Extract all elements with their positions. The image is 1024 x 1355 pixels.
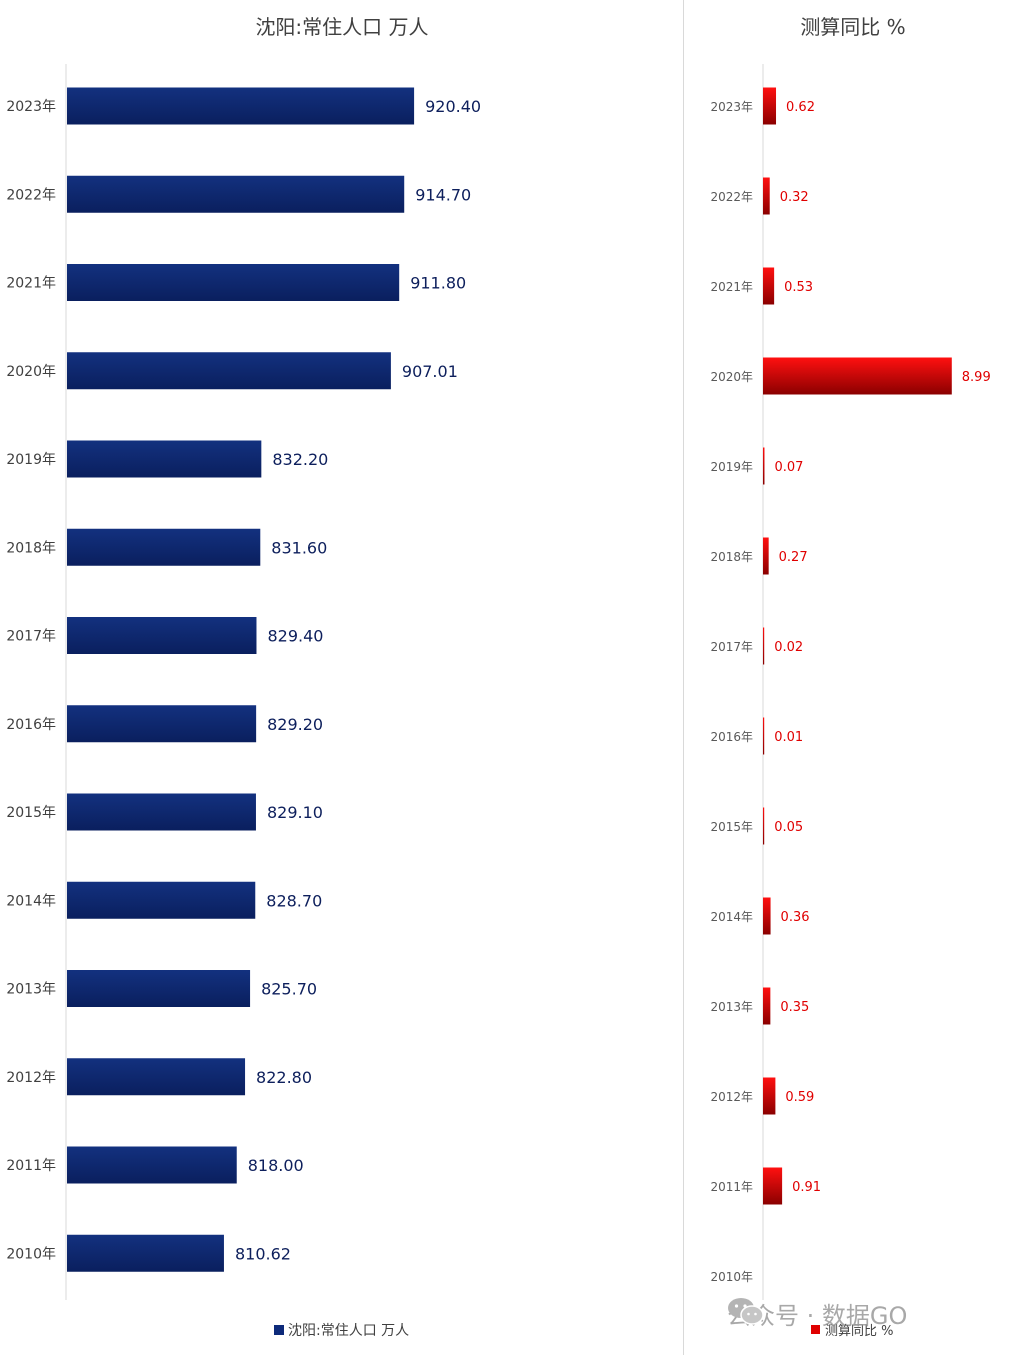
population-tick-label-2016: 2016年 bbox=[6, 717, 56, 733]
population-bar-2023 bbox=[67, 87, 415, 125]
yoy-tick-label-2019: 2019年 bbox=[710, 460, 753, 474]
population-data-label-2010: 810.62 bbox=[235, 1244, 291, 1263]
population-tick-label-2018: 2018年 bbox=[6, 540, 56, 556]
yoy-tick-label-2016: 2016年 bbox=[710, 730, 753, 744]
population-bar-2016 bbox=[67, 705, 257, 743]
population-bar-2014 bbox=[67, 881, 256, 919]
population-bar-2022 bbox=[67, 175, 405, 213]
yoy-bar-2018 bbox=[763, 537, 769, 575]
yoy-bar-2019 bbox=[763, 447, 765, 485]
population-tick-label-2014: 2014年 bbox=[6, 893, 56, 909]
yoy-tick-label-2017: 2017年 bbox=[710, 640, 753, 654]
watermark: 公众号 · 数据GO bbox=[727, 1296, 907, 1330]
yoy-tick-label-2010: 2010年 bbox=[710, 1270, 753, 1284]
population-bar-2019 bbox=[67, 440, 262, 478]
yoy-bar-2020 bbox=[763, 357, 952, 395]
population-data-label-2023: 920.40 bbox=[425, 97, 481, 116]
population-tick-label-2019: 2019年 bbox=[6, 452, 56, 468]
yoy-bar-2023 bbox=[763, 87, 777, 125]
population-bar-2010 bbox=[67, 1234, 224, 1272]
population-legend: 沈阳:常住人口 万人 bbox=[274, 1323, 409, 1339]
wechat-icon bbox=[728, 1298, 764, 1325]
population-bar-2021 bbox=[67, 264, 400, 301]
yoy-tick-label-2018: 2018年 bbox=[710, 550, 753, 564]
population-chart-panel: 沈阳:常住人口 万人 2023年 920.40 2022年 914.70 2021年 91… bbox=[6, 0, 684, 1355]
population-bars: 2023年 920.40 2022年 914.70 2021年 911.80 2020年 90… bbox=[6, 87, 481, 1272]
population-tick-label-2021: 2021年 bbox=[6, 276, 56, 292]
yoy-data-label-2014: 0.36 bbox=[781, 910, 810, 925]
yoy-tick-label-2015: 2015年 bbox=[710, 820, 753, 834]
yoy-bar-2013 bbox=[763, 987, 771, 1025]
yoy-tick-label-2013: 2013年 bbox=[710, 1000, 753, 1014]
yoy-data-label-2016: 0.01 bbox=[774, 730, 803, 745]
population-tick-label-2022: 2022年 bbox=[6, 187, 56, 203]
population-data-label-2020: 907.01 bbox=[402, 362, 458, 381]
yoy-bar-2011 bbox=[763, 1167, 783, 1205]
population-bar-2015 bbox=[67, 793, 256, 831]
yoy-bar-2021 bbox=[763, 267, 775, 305]
yoy-data-label-2011: 0.91 bbox=[792, 1180, 821, 1195]
population-bar-2011 bbox=[67, 1146, 237, 1184]
yoy-chart-title: 测算同比 % bbox=[800, 15, 905, 39]
yoy-legend: 测算同比 % bbox=[811, 1324, 894, 1339]
yoy-data-label-2013: 0.35 bbox=[780, 1000, 809, 1015]
population-bar-chart: 沈阳:常住人口 万人 2023年 920.40 2022年 914.70 2021年 91… bbox=[6, 15, 481, 1339]
yoy-bar-2017 bbox=[763, 627, 765, 665]
population-data-label-2018: 831.60 bbox=[271, 538, 327, 557]
yoy-bars: 2023年 0.62 2022年 0.32 2021年 0.53 2020年 8.99 2019… bbox=[710, 87, 991, 1284]
yoy-tick-label-2020: 2020年 bbox=[710, 370, 753, 384]
yoy-bar-2012 bbox=[763, 1077, 776, 1115]
population-data-label-2017: 829.40 bbox=[267, 627, 323, 646]
yoy-data-label-2021: 0.53 bbox=[784, 280, 813, 295]
yoy-tick-label-2023: 2023年 bbox=[710, 100, 753, 114]
yoy-data-label-2017: 0.02 bbox=[774, 640, 803, 655]
population-bar-2018 bbox=[67, 528, 261, 566]
population-bar-2017 bbox=[67, 617, 257, 654]
population-tick-label-2011: 2011年 bbox=[6, 1158, 56, 1174]
population-chart-title: 沈阳:常住人口 万人 bbox=[255, 15, 428, 39]
yoy-bar-2014 bbox=[763, 897, 771, 935]
population-data-label-2016: 829.20 bbox=[267, 715, 323, 734]
yoy-tick-label-2011: 2011年 bbox=[710, 1180, 753, 1194]
population-tick-label-2023: 2023年 bbox=[6, 99, 56, 115]
yoy-data-label-2023: 0.62 bbox=[786, 100, 815, 115]
population-tick-label-2020: 2020年 bbox=[6, 364, 56, 380]
yoy-data-label-2022: 0.32 bbox=[780, 190, 809, 205]
yoy-legend-label: 测算同比 % bbox=[825, 1324, 894, 1339]
yoy-data-label-2019: 0.07 bbox=[774, 460, 803, 475]
yoy-chart-panel: 测算同比 % 2023年 0.62 2022年 0.32 2021年 0.53 2020年 8… bbox=[685, 0, 1024, 1355]
population-tick-label-2010: 2010年 bbox=[6, 1246, 56, 1262]
yoy-bar-2016 bbox=[763, 717, 765, 755]
population-data-label-2011: 818.00 bbox=[248, 1156, 304, 1175]
population-bar-2012 bbox=[67, 1058, 246, 1096]
population-tick-label-2015: 2015年 bbox=[6, 805, 56, 821]
population-bar-2020 bbox=[67, 352, 391, 390]
population-tick-label-2012: 2012年 bbox=[6, 1070, 56, 1086]
yoy-data-label-2015: 0.05 bbox=[774, 820, 803, 835]
yoy-legend-swatch bbox=[811, 1325, 820, 1334]
population-legend-label: 沈阳:常住人口 万人 bbox=[288, 1323, 409, 1339]
population-legend-swatch bbox=[274, 1325, 284, 1335]
yoy-data-label-2018: 0.27 bbox=[779, 550, 808, 565]
population-data-label-2014: 828.70 bbox=[266, 891, 322, 910]
population-data-label-2015: 829.10 bbox=[267, 803, 323, 822]
population-data-label-2022: 914.70 bbox=[415, 185, 471, 204]
population-data-label-2019: 832.20 bbox=[272, 450, 328, 469]
yoy-tick-label-2022: 2022年 bbox=[710, 190, 753, 204]
yoy-tick-label-2021: 2021年 bbox=[710, 280, 753, 294]
yoy-tick-label-2014: 2014年 bbox=[710, 910, 753, 924]
population-data-label-2021: 911.80 bbox=[410, 274, 466, 293]
population-tick-label-2013: 2013年 bbox=[6, 982, 56, 998]
yoy-tick-label-2012: 2012年 bbox=[710, 1090, 753, 1104]
population-bar-2013 bbox=[67, 970, 251, 1007]
yoy-bar-2015 bbox=[763, 807, 765, 845]
population-data-label-2013: 825.70 bbox=[261, 980, 317, 999]
population-tick-label-2017: 2017年 bbox=[6, 629, 56, 645]
yoy-bar-chart: 测算同比 % 2023年 0.62 2022年 0.32 2021年 0.53 2020年 8… bbox=[710, 15, 991, 1339]
yoy-data-label-2020: 8.99 bbox=[962, 370, 991, 385]
population-data-label-2012: 822.80 bbox=[256, 1068, 312, 1087]
yoy-bar-2022 bbox=[763, 177, 770, 215]
yoy-data-label-2012: 0.59 bbox=[785, 1090, 814, 1105]
